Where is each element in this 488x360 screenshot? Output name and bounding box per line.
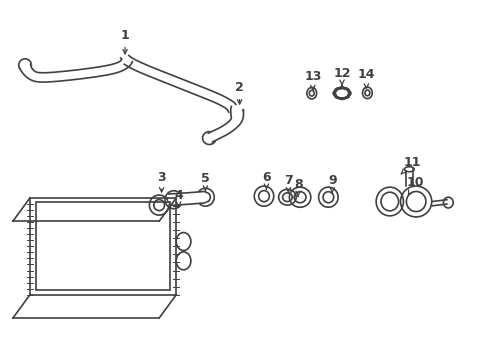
Text: 2: 2	[235, 81, 244, 104]
Polygon shape	[20, 58, 132, 82]
Text: 5: 5	[201, 172, 209, 191]
Text: 3: 3	[157, 171, 165, 192]
Text: 12: 12	[333, 67, 350, 85]
Polygon shape	[124, 55, 235, 112]
Text: 14: 14	[357, 68, 374, 88]
Text: 13: 13	[304, 70, 321, 90]
Text: 11: 11	[400, 156, 421, 174]
Text: 9: 9	[327, 174, 336, 193]
Text: 6: 6	[262, 171, 270, 189]
Polygon shape	[168, 192, 204, 206]
Text: 10: 10	[406, 176, 423, 195]
Text: 7: 7	[284, 174, 292, 193]
Text: 4: 4	[174, 189, 183, 207]
Text: 8: 8	[293, 178, 302, 197]
Text: 1: 1	[121, 29, 129, 54]
Polygon shape	[208, 106, 243, 142]
